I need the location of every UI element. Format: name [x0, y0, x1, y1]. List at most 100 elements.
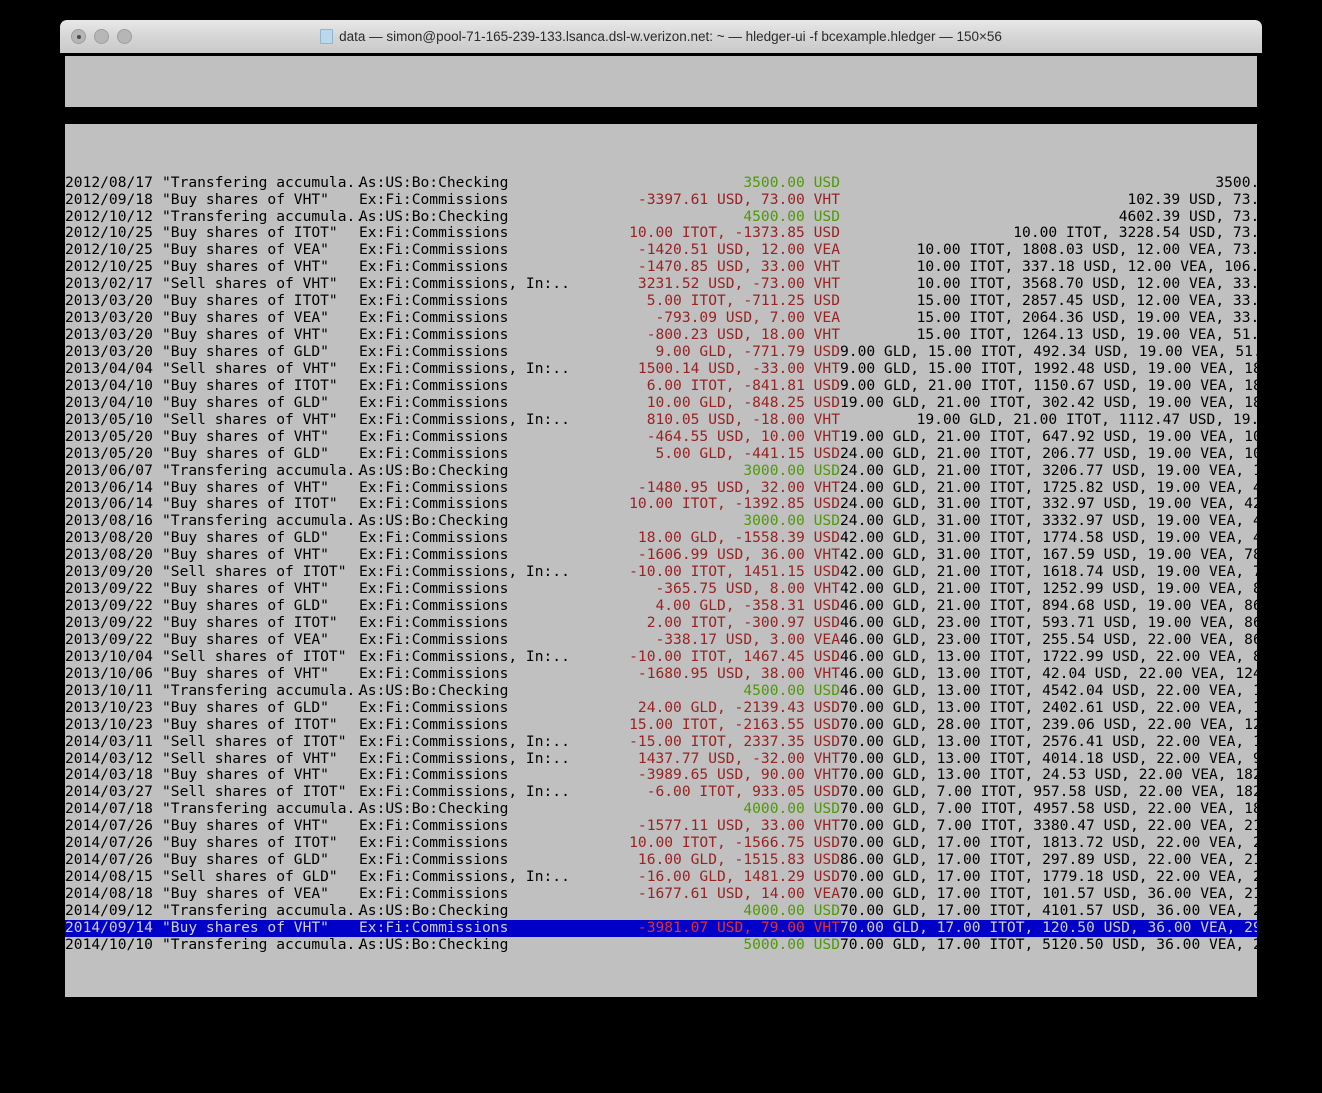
table-row[interactable]: 2013/10/04 "Sell shares of ITOT" Ex:Fi:Com… [65, 648, 1257, 666]
status-bar: —————————————————————left:back C:cleared… [65, 997, 1257, 1015]
table-row[interactable]: 2013/09/20 "Sell shares of ITOT" Ex:Fi:Com… [65, 563, 1257, 581]
table-row[interactable]: 2013/09/22 "Buy shares of VHT" Ex:Fi:Commi… [65, 580, 1257, 598]
row-description: "Buy shares of ITOT" [162, 376, 338, 394]
table-row[interactable]: 2013/03/20 "Buy shares of GLD" Ex:Fi:Commi… [65, 343, 1257, 361]
table-row[interactable]: 2013/09/22 "Buy shares of ITOT" Ex:Fi:Comm… [65, 614, 1257, 632]
row-description: "Transfering accumula.. [162, 461, 365, 479]
table-row[interactable]: 2013/03/20 "Buy shares of VHT" Ex:Fi:Commi… [65, 326, 1257, 344]
transaction-list[interactable]: 2012/08/17 "Transfering accumula..As:US:B… [65, 173, 1257, 954]
table-row[interactable]: 2012/08/17 "Transfering accumula..As:US:B… [65, 173, 1257, 192]
row-description: "Transfering accumula.. [162, 173, 365, 191]
table-row[interactable]: 2014/07/18 "Transfering accumula..As:US:B… [65, 800, 1257, 818]
terminal-window: data — simon@pool-71-165-239-133.lsanca.… [60, 20, 1262, 1020]
row-account: Ex:Fi:Commissions [359, 427, 509, 445]
table-row[interactable]: 2014/07/26 "Buy shares of GLD" Ex:Fi:Commi… [65, 851, 1257, 869]
row-description: "Buy shares of VHT" [162, 190, 329, 208]
close-button[interactable] [71, 29, 86, 44]
row-amount: 18.00 GLD, -1558.39 USD [637, 529, 840, 547]
row-account: Ex:Fi:Commissions [359, 376, 509, 394]
document-icon [320, 29, 334, 44]
table-row[interactable]: 2013/05/20 "Buy shares of GLD" Ex:Fi:Commi… [65, 444, 1257, 463]
table-row[interactable]: 2014/07/26 "Buy shares of ITOT" Ex:Fi:Comm… [65, 834, 1257, 852]
table-row[interactable]: 2013/10/11 "Transfering accumula..As:US:B… [65, 681, 1257, 700]
row-amount: 4000.00 USD [743, 901, 840, 919]
table-row[interactable]: 2013/03/20 "Buy shares of ITOT" Ex:Fi:Comm… [65, 292, 1257, 310]
row-balance: 24.00 GLD, 21.00 ITOT, 1725.82 USD, 19.0… [840, 478, 1257, 496]
row-account: Ex:Fi:Commissions [359, 258, 509, 276]
table-row[interactable]: 2013/08/16 "Transfering accumula..As:US:B… [65, 512, 1257, 530]
row-date: 2014/07/26 [65, 834, 153, 852]
row-balance: 86.00 GLD, 17.00 ITOT, 297.89 USD, 22.00… [840, 851, 1257, 869]
row-balance: 24.00 GLD, 31.00 ITOT, 3332.97 USD, 19.0… [840, 512, 1257, 530]
table-row[interactable]: 2014/03/18 "Buy shares of VHT" Ex:Fi:Commi… [65, 767, 1257, 784]
table-row[interactable]: 2013/08/20 "Buy shares of GLD" Ex:Fi:Commi… [65, 529, 1257, 547]
row-description: "Buy shares of VHT" [162, 478, 329, 496]
row-account: Ex:Fi:Commissions, In:.. [359, 359, 570, 377]
table-row[interactable]: 2013/02/17 "Sell shares of VHT" Ex:Fi:Comm… [65, 275, 1257, 293]
row-balance: 15.00 ITOT, 2064.36 USD, 19.00 VEA, 33.0… [916, 309, 1257, 327]
row-amount: -800.23 USD, 18.00 VHT [646, 326, 840, 344]
table-row[interactable]: 2013/05/10 "Sell shares of VHT" Ex:Fi:Comm… [65, 411, 1257, 429]
row-account: Ex:Fi:Commissions [359, 190, 509, 208]
table-row[interactable]: 2014/10/10 "Transfering accumula..As:US:B… [65, 936, 1257, 954]
table-row[interactable]: 2014/07/26 "Buy shares of VHT" Ex:Fi:Commi… [65, 817, 1257, 835]
table-row[interactable]: 2013/10/23 "Buy shares of GLD" Ex:Fi:Commi… [65, 698, 1257, 717]
table-row[interactable]: 2013/10/06 "Buy shares of VHT" Ex:Fi:Commi… [65, 664, 1257, 683]
table-row[interactable]: 2014/08/18 "Buy shares of VEA" Ex:Fi:Commi… [65, 885, 1257, 903]
row-amount: 4.00 GLD, -358.31 USD [655, 597, 840, 615]
table-row[interactable]: 2013/05/20 "Buy shares of VHT" Ex:Fi:Commi… [65, 427, 1257, 446]
table-row[interactable]: 2013/06/07 "Transfering accumula..As:US:B… [65, 461, 1257, 480]
table-row[interactable]: 2013/09/22 "Buy shares of GLD" Ex:Fi:Commi… [65, 597, 1257, 615]
table-row[interactable]: 2013/04/10 "Buy shares of GLD" Ex:Fi:Commi… [65, 393, 1257, 412]
row-balance: 9.00 GLD, 15.00 ITOT, 492.34 USD, 19.00 … [840, 343, 1257, 361]
table-row[interactable]: 2012/10/25 "Buy shares of ITOT" Ex:Fi:Comm… [65, 225, 1257, 242]
zoom-button[interactable] [117, 29, 132, 44]
row-date: 2013/02/17 [65, 275, 153, 293]
table-row[interactable]: 2014/03/11 "Sell shares of ITOT" Ex:Fi:Com… [65, 732, 1257, 751]
table-row[interactable]: 2013/04/10 "Buy shares of ITOT" Ex:Fi:Comm… [65, 376, 1257, 395]
row-description: "Buy shares of GLD" [162, 698, 329, 716]
row-balance: 70.00 GLD, 17.00 ITOT, 120.50 USD, 36.00… [840, 918, 1257, 936]
row-account: Ex:Fi:Commissions, In:.. [359, 732, 570, 750]
table-row[interactable]: 2014/09/12 "Transfering accumula..As:US:B… [65, 901, 1257, 920]
table-row[interactable]: 2013/03/20 "Buy shares of VEA" Ex:Fi:Commi… [65, 309, 1257, 327]
row-amount: -338.17 USD, 3.00 VEA [655, 630, 840, 648]
table-row[interactable]: 2014/03/27 "Sell shares of ITOT" Ex:Fi:Com… [65, 783, 1257, 801]
row-balance: 15.00 ITOT, 1264.13 USD, 19.00 VEA, 51.0… [916, 326, 1257, 344]
row-date: 2013/06/07 [65, 461, 153, 479]
row-description: "Buy shares of GLD" [162, 444, 329, 462]
table-row[interactable]: 2012/10/25 "Buy shares of VEA" Ex:Fi:Commi… [65, 241, 1257, 259]
table-row[interactable]: 2013/06/14 "Buy shares of VHT" Ex:Fi:Commi… [65, 478, 1257, 497]
minimize-button[interactable] [94, 29, 109, 44]
table-row[interactable]: 2012/10/12 "Transfering accumula..As:US:B… [65, 208, 1257, 226]
row-amount: 6.00 ITOT, -841.81 USD [646, 376, 840, 394]
table-row[interactable]: 2013/06/14 "Buy shares of ITOT" Ex:Fi:Comm… [65, 496, 1257, 513]
header-subtitle: transactions (45/46) [698, 123, 882, 124]
table-row[interactable]: 2013/10/23 "Buy shares of ITOT" Ex:Fi:Comm… [65, 715, 1257, 734]
row-date: 2014/03/27 [65, 783, 153, 801]
row-description: "Buy shares of VHT" [162, 580, 329, 598]
table-row[interactable]: 2014/08/15 "Sell shares of GLD" Ex:Fi:Comm… [65, 868, 1257, 886]
row-description: "Buy shares of GLD" [162, 393, 329, 411]
terminal-body[interactable]: ————————————————————————————————————————… [60, 53, 1262, 1020]
row-description: "Sell shares of GLD" [162, 868, 338, 886]
row-amount: 10.00 ITOT, -1566.75 USD [629, 834, 840, 852]
row-account: As:US:Bo:Checking [359, 681, 509, 699]
row-description: "Buy shares of VHT" [162, 326, 329, 344]
table-row[interactable]: 2013/08/20 "Buy shares of VHT" Ex:Fi:Commi… [65, 546, 1257, 564]
row-balance: 46.00 GLD, 23.00 ITOT, 255.54 USD, 22.00… [840, 630, 1257, 648]
row-account: Ex:Fi:Commissions [359, 444, 509, 462]
table-row[interactable]: 2014/03/12 "Sell shares of VHT" Ex:Fi:Comm… [65, 750, 1257, 768]
row-account: Ex:Fi:Commissions [359, 664, 509, 682]
row-date: 2013/10/23 [65, 715, 153, 733]
window-titlebar[interactable]: data — simon@pool-71-165-239-133.lsanca.… [60, 20, 1262, 54]
row-account: As:US:Bo:Checking [359, 461, 509, 479]
table-row[interactable]: 2014/09/14 "Buy shares of VHT" Ex:Fi:Commi… [65, 918, 1257, 937]
table-row[interactable]: 2013/04/04 "Sell shares of VHT" Ex:Fi:Comm… [65, 359, 1257, 378]
table-row[interactable]: 2012/09/18 "Buy shares of VHT" Ex:Fi:Commi… [65, 190, 1257, 209]
row-date: 2013/09/20 [65, 563, 153, 581]
table-row[interactable]: 2013/09/22 "Buy shares of VEA" Ex:Fi:Commi… [65, 630, 1257, 649]
table-row[interactable]: 2012/10/25 "Buy shares of VHT" Ex:Fi:Commi… [65, 258, 1257, 276]
row-description: "Buy shares of GLD" [162, 343, 329, 361]
